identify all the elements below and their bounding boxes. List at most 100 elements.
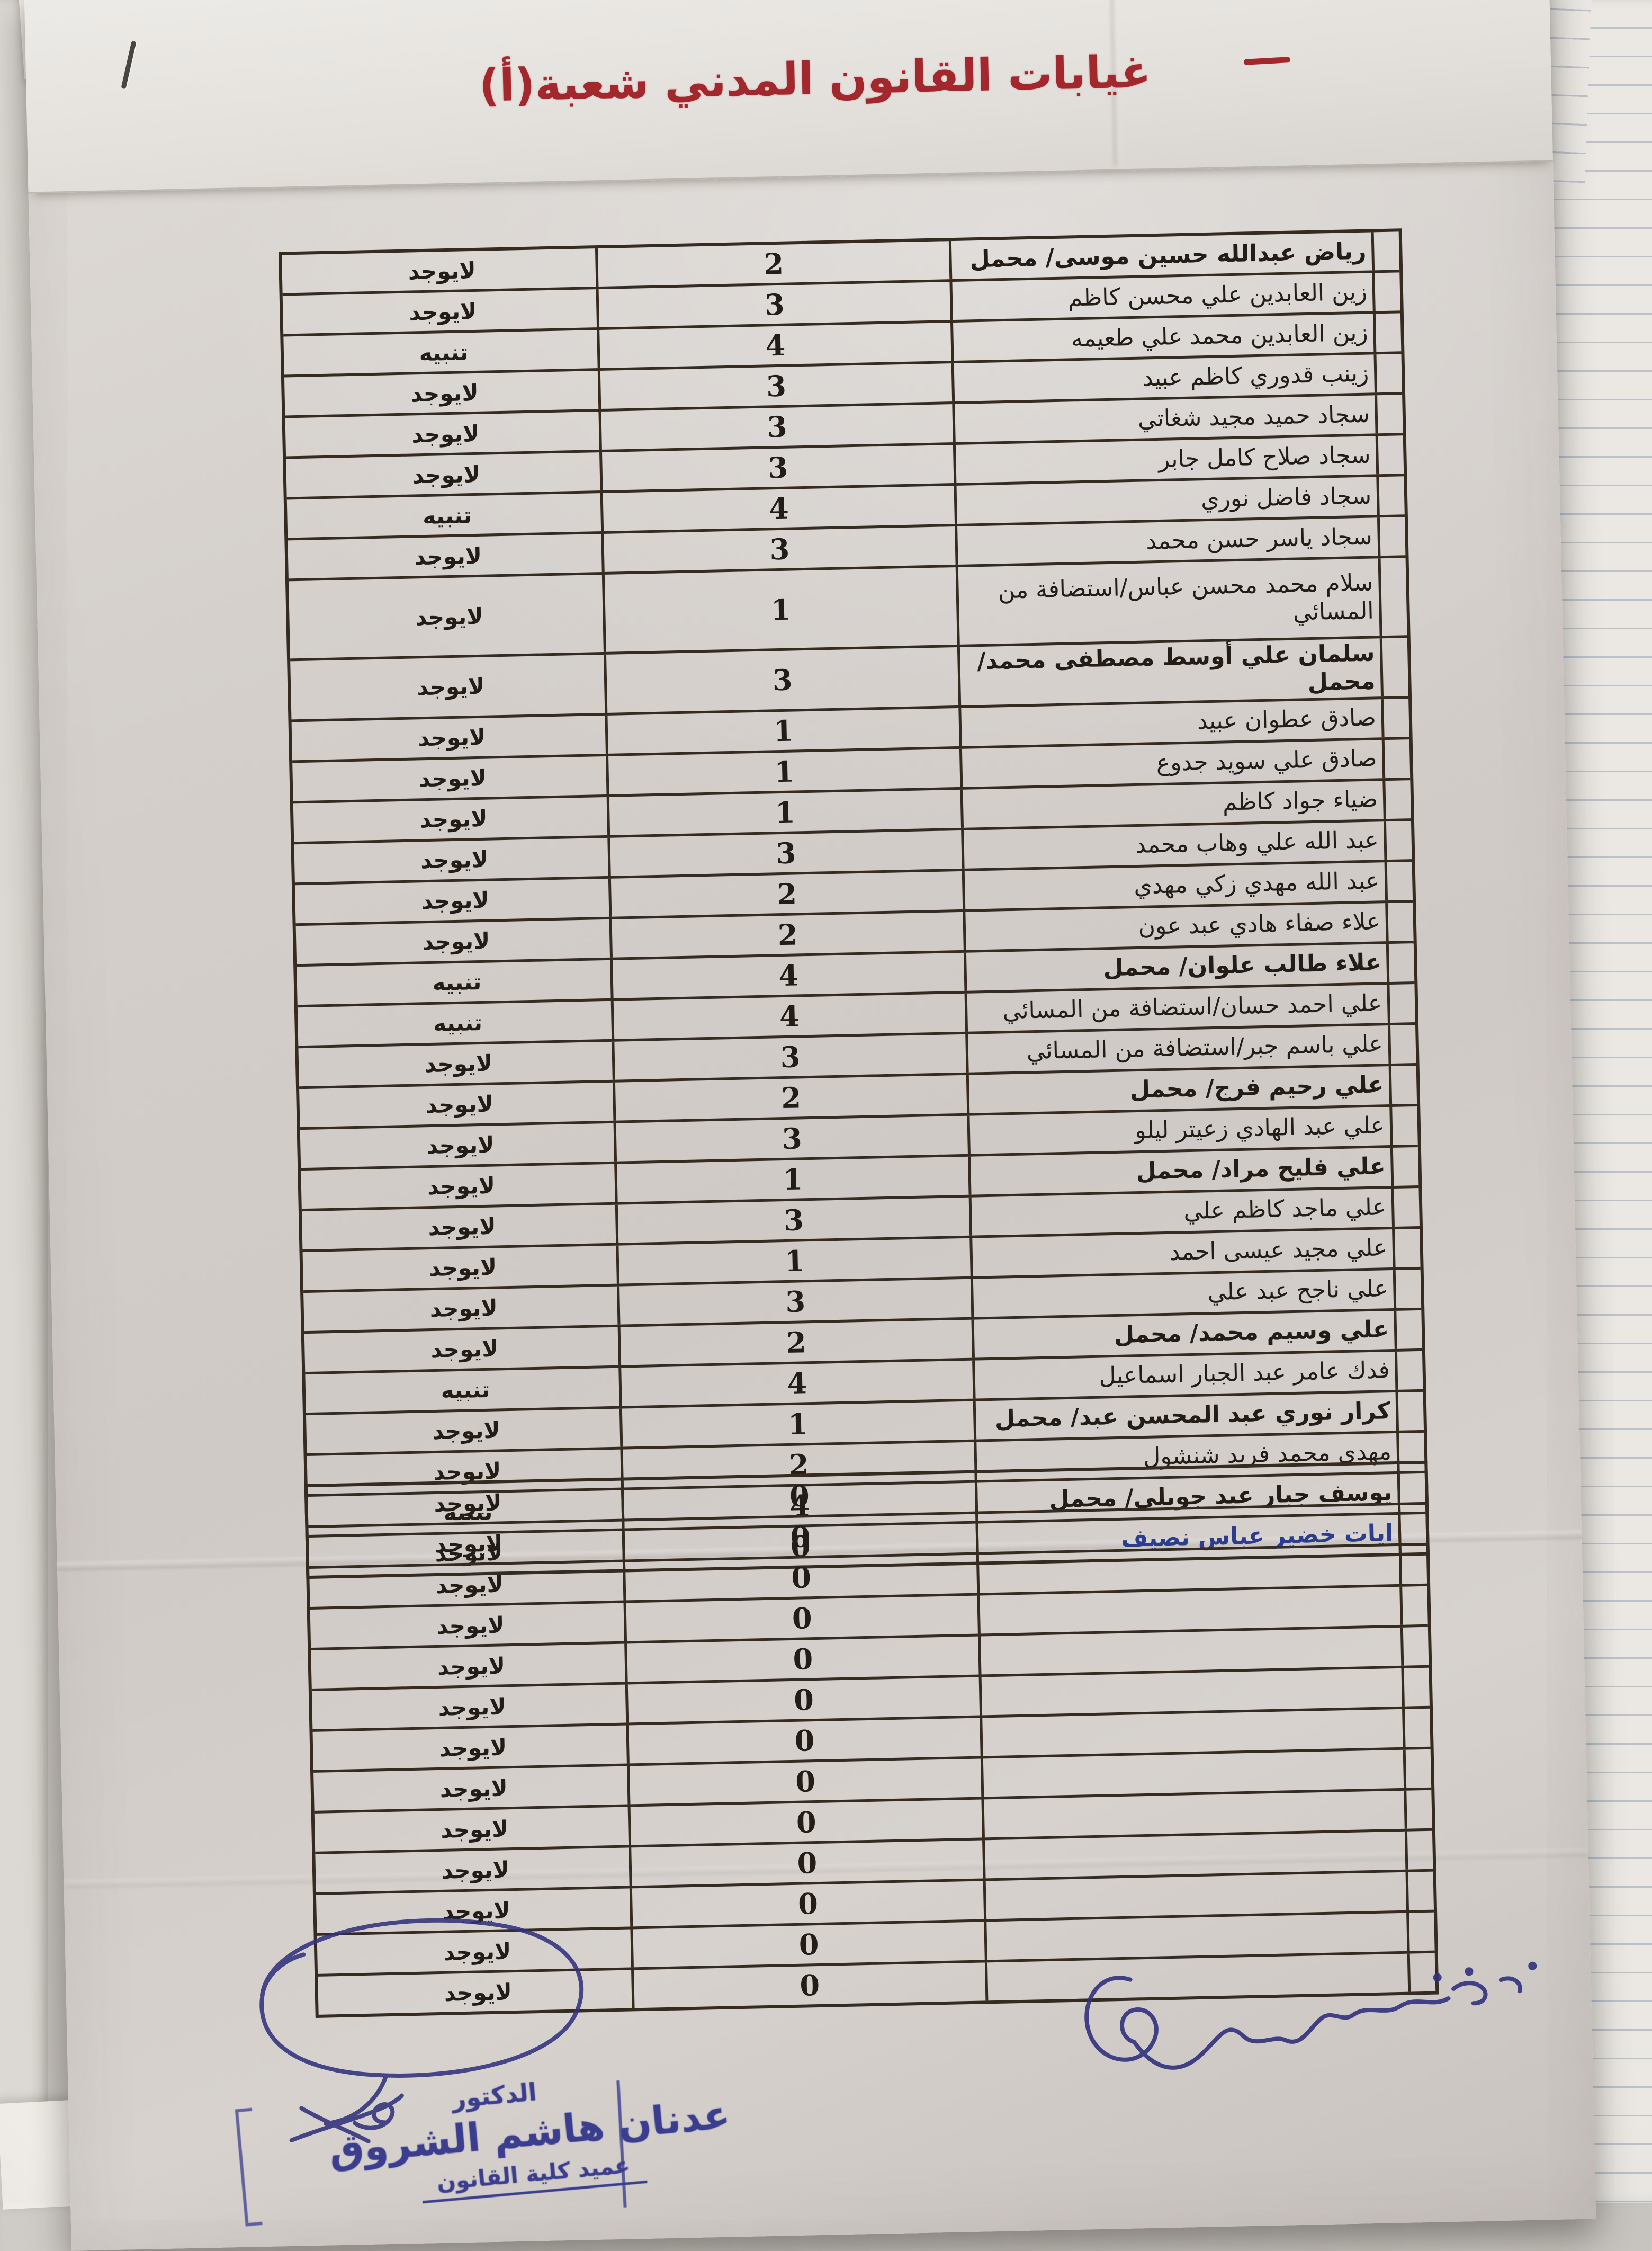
status-cell: لايوجد — [438, 1734, 507, 1762]
absence-count-cell: 1 — [601, 567, 957, 652]
row-edge-cell — [1398, 1545, 1427, 1584]
handwritten-signature — [1084, 1961, 1537, 2070]
row-edge-cell — [1384, 861, 1413, 900]
absence-count-cell: 4 — [600, 486, 955, 532]
status-cell: لايوجد — [428, 1254, 497, 1282]
absence-count-cell: 3 — [601, 526, 956, 573]
absence-count-cell: 4 — [618, 1360, 973, 1406]
absence-count-cell: 0 — [623, 1595, 978, 1641]
status-cell: لايوجد — [432, 1417, 501, 1445]
row-edge-cell — [1400, 1627, 1429, 1666]
row-edge-cell — [1402, 1708, 1431, 1747]
status-cell: لايوجد — [418, 764, 487, 792]
absence-count-cell: 3 — [599, 445, 954, 491]
status-cell: لايوجد — [429, 1294, 498, 1323]
status-cell: لايوجد — [415, 603, 483, 630]
absence-count-cell: 2 — [595, 241, 950, 287]
row-edge-cell — [1404, 1790, 1432, 1829]
row-edge-cell — [1382, 780, 1411, 819]
row-edge-cell — [1406, 1912, 1435, 1951]
row-edge-cell — [1403, 1749, 1432, 1788]
row-edge-cell — [1388, 1024, 1416, 1064]
absence-count-cell: 3 — [615, 1197, 970, 1243]
row-edge-cell — [1373, 354, 1402, 393]
status-cell: لايوجد — [411, 420, 480, 448]
student-name-cell: سلام محمد محسن عباس/استضافة من المسائي — [955, 558, 1380, 645]
absence-count-cell: 3 — [612, 1034, 966, 1080]
absence-count-cell: 2 — [617, 1319, 972, 1365]
row-edge-cell — [1394, 1310, 1422, 1349]
absence-count-cell: 0 — [629, 1881, 984, 1927]
absence-count-cell: 0 — [630, 1922, 985, 1968]
absence-count-cell: 0 — [631, 1962, 986, 2008]
row-edge-cell — [1392, 1228, 1421, 1267]
absence-count-cell: 4 — [597, 323, 951, 369]
row-edge-cell — [1394, 1351, 1423, 1390]
row-edge-cell — [1405, 1871, 1434, 1910]
status-cell: لايوجد — [439, 1774, 508, 1802]
status-cell: لايوجد — [416, 673, 485, 701]
attendance-sheet-paper: غيابات القانون المدني شعبة(أ) رياض عبدال… — [24, 0, 1596, 2251]
absence-count-cell: 0 — [626, 1758, 982, 1805]
status-cell: لايوجد — [408, 257, 477, 285]
row-edge-cell — [1397, 1463, 1425, 1503]
status-cell: لايوجد — [427, 1172, 496, 1200]
status-cell: لايوجد — [408, 298, 477, 326]
absence-count-cell: 1 — [606, 789, 962, 835]
status-cell: لايوجد — [428, 1213, 497, 1241]
row-edge-cell — [1372, 313, 1402, 352]
attendance-table: رياض عبدالله حسين موسى/ محمل 2 لايوجد زين ا… — [278, 228, 1430, 1579]
row-edge-cell — [1383, 820, 1412, 860]
row-edge-cell — [1388, 1065, 1417, 1104]
pen-circle-annotation — [259, 1918, 584, 2143]
status-cell: لايوجد — [421, 887, 490, 915]
absence-count-cell: 1 — [619, 1401, 974, 1447]
status-cell: لايوجد — [425, 1091, 494, 1119]
status-cell: لايوجد — [412, 461, 481, 488]
row-edge-cell — [1401, 1667, 1430, 1707]
absence-count-cell: 0 — [624, 1636, 979, 1682]
status-cell: لايوجد — [414, 542, 482, 570]
status-cell: تنبيه — [441, 1376, 490, 1404]
status-cell: لايوجد — [434, 1489, 502, 1517]
absence-count-cell: 3 — [607, 830, 962, 876]
row-edge-cell — [1375, 395, 1403, 434]
absence-count-cell: 0 — [627, 1799, 982, 1845]
absence-count-cell: 0 — [626, 1718, 981, 1764]
status-cell: لايوجد — [435, 1570, 504, 1598]
row-edge-cell — [1376, 476, 1405, 515]
absence-count-cell: 4 — [610, 993, 966, 1039]
absence-count-cell: 1 — [616, 1238, 971, 1284]
row-edge-cell — [1386, 943, 1415, 982]
row-edge-cell — [1372, 272, 1400, 311]
status-cell: لايوجد — [424, 1050, 493, 1078]
absence-count-cell: 2 — [609, 912, 964, 958]
status-cell: لايوجد — [430, 1335, 499, 1363]
row-edge-cell — [1393, 1269, 1422, 1308]
student-name-cell: سلمان علي أوسط مصطفى محمد/ محمل — [957, 638, 1381, 705]
absence-count-cell: 3 — [613, 1115, 968, 1162]
absence-count-cell: 1 — [606, 748, 960, 794]
row-edge-cell — [1381, 698, 1409, 737]
row-edge-cell — [1377, 517, 1406, 556]
row-edge-cell — [1375, 435, 1404, 475]
absence-count-cell: 2 — [608, 871, 963, 917]
absence-count-cell: 1 — [614, 1156, 969, 1202]
status-cell: تنبيه — [419, 338, 469, 366]
status-cell: لايوجد — [436, 1611, 505, 1639]
status-cell: لايوجد — [440, 1815, 509, 1843]
row-edge-cell — [1404, 1830, 1433, 1870]
absence-count-cell: 0 — [621, 1473, 976, 1519]
row-edge-cell — [1381, 739, 1411, 778]
status-cell: لايوجد — [421, 927, 490, 955]
row-edge-cell — [1391, 1187, 1420, 1227]
row-edge-cell — [1379, 638, 1408, 696]
status-cell: لايوجد — [437, 1652, 506, 1680]
absence-count-cell: 3 — [617, 1279, 972, 1325]
row-edge-cell — [1389, 1106, 1418, 1145]
row-edge-cell — [1395, 1391, 1424, 1431]
row-edge-cell — [1390, 1147, 1419, 1186]
status-cell: لايوجد — [420, 846, 489, 874]
status-cell: تنبيه — [433, 1010, 483, 1037]
